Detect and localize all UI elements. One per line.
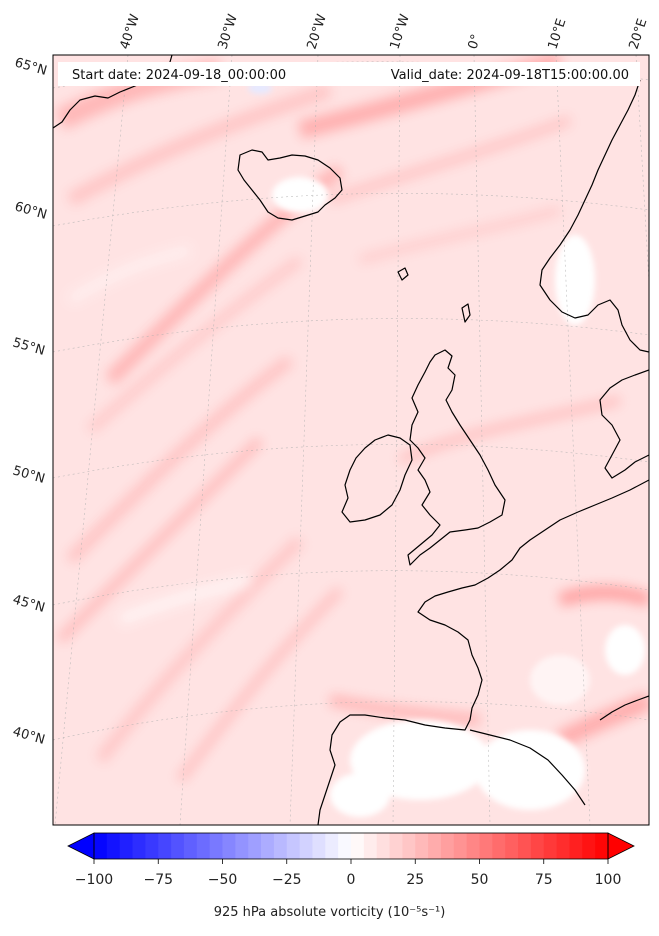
lon-label: 10°E: [546, 17, 570, 51]
lon-label: 0°: [466, 33, 485, 52]
lon-label: 20°W: [305, 12, 330, 51]
colorbar-segment: [171, 833, 185, 859]
colorbar-segment: [518, 833, 532, 859]
colorbar-tick-label: 0: [347, 872, 356, 888]
italy-coast: [599, 695, 649, 721]
colorbar-segment: [299, 833, 314, 859]
lat-label: 60°N: [13, 199, 49, 222]
colorbar-segment: [273, 833, 288, 859]
colorbar-segment: [479, 833, 493, 859]
colorbar-segment: [183, 833, 198, 859]
start-date-label: Start date: 2024-09-18_00:00:00: [72, 68, 286, 83]
colorbar-segment: [119, 833, 134, 859]
colorbar-segment: [209, 833, 224, 859]
colorbar-segment: [530, 833, 545, 859]
europe-coast: [317, 479, 649, 825]
colorbar-segment: [158, 833, 172, 859]
colorbar-segment: [286, 833, 301, 859]
colorbar-segment: [222, 833, 236, 859]
colorbar-segment: [595, 833, 609, 859]
colorbar-tick-label: 100: [595, 872, 622, 888]
colorbar-tick-label: −100: [75, 872, 113, 888]
lat-label: 55°N: [11, 335, 47, 358]
colorbar-segment: [415, 833, 429, 859]
colorbar-segment: [505, 833, 519, 859]
mediterranean-coast: [469, 729, 586, 806]
lat-label: 45°N: [11, 592, 47, 615]
colorbar-segment: [402, 833, 416, 859]
colorbar-segment: [235, 833, 249, 859]
norway-coast: [539, 79, 649, 353]
colorbar-segment: [569, 833, 583, 859]
denmark-baltic-coast: [599, 369, 649, 479]
lon-label: 30°W: [216, 12, 241, 51]
colorbar-segment: [132, 833, 146, 859]
lat-label: 65°N: [13, 55, 49, 78]
colorbar-tick-label: −50: [208, 872, 238, 888]
ireland-coast: [341, 434, 413, 523]
longitude-labels: 40°W 30°W 20°W 10°W 0° 10°E 20°E: [118, 12, 651, 51]
colorbar-title-text: 925 hPa absolute vorticity: [213, 905, 384, 920]
colorbar-tick-label: 25: [406, 872, 424, 888]
colorbar-segment: [543, 833, 558, 859]
colorbar-segment: [466, 833, 481, 859]
colorbar-tick-label: 75: [535, 872, 553, 888]
map-panel: [53, 55, 649, 825]
colorbar-extend-min: [67, 832, 95, 860]
colorbar-segment: [261, 833, 275, 859]
colorbar-segment: [556, 833, 571, 859]
colorbar-segment: [196, 833, 211, 859]
colorbar-segment: [582, 833, 596, 859]
colorbar-segment: [145, 833, 159, 859]
colorbar-segment: [376, 833, 391, 859]
low-vorticity-patches: [248, 82, 645, 817]
colorbar-extend-max: [607, 832, 635, 860]
header-band: [58, 62, 640, 86]
colorbar-units: (10⁻⁵s⁻¹): [387, 905, 446, 920]
lon-label: 40°W: [118, 12, 143, 51]
vorticity-streaks: [55, 55, 649, 783]
valid-date-label: Valid_date: 2024-09-18T15:00:00.00: [391, 68, 629, 83]
coastlines: [53, 55, 649, 825]
colorbar-segment: [440, 833, 455, 859]
colorbar-segment: [492, 833, 506, 859]
colorbar-segment: [351, 833, 365, 859]
lon-label: 20°E: [627, 17, 651, 51]
latitude-labels: 65°N 60°N 55°N 50°N 45°N 40°N: [11, 55, 49, 747]
colorbar-segment: [94, 833, 108, 859]
colorbar-segment: [338, 833, 352, 859]
colorbar-segment: [312, 833, 326, 859]
colorbar-tick-label: −75: [143, 872, 173, 888]
colorbar-segment: [248, 833, 262, 859]
colorbar-title: 925 hPa absolute vorticity (10⁻⁵s⁻¹): [0, 905, 659, 920]
shetland: [461, 303, 471, 323]
colorbar-tick-label: 50: [471, 872, 489, 888]
faroe-islands: [397, 267, 409, 281]
iceland-coast: [237, 149, 343, 221]
colorbar-segment: [389, 833, 403, 859]
colorbar-segment: [325, 833, 339, 859]
colorbar: −100 −75 −50 −25 0 25 50 75 100: [67, 832, 635, 888]
colorbar-segment: [428, 833, 442, 859]
map-frame: [52, 54, 650, 826]
lat-label: 40°N: [11, 724, 47, 747]
lat-label: 50°N: [11, 463, 47, 486]
colorbar-segment: [453, 833, 468, 859]
colorbar-tick-label: −25: [272, 872, 302, 888]
colorbar-segment: [363, 833, 378, 859]
graticule: [53, 55, 649, 825]
great-britain-coast: [407, 349, 506, 566]
lon-label: 10°W: [388, 12, 413, 51]
colorbar-segment: [106, 833, 121, 859]
